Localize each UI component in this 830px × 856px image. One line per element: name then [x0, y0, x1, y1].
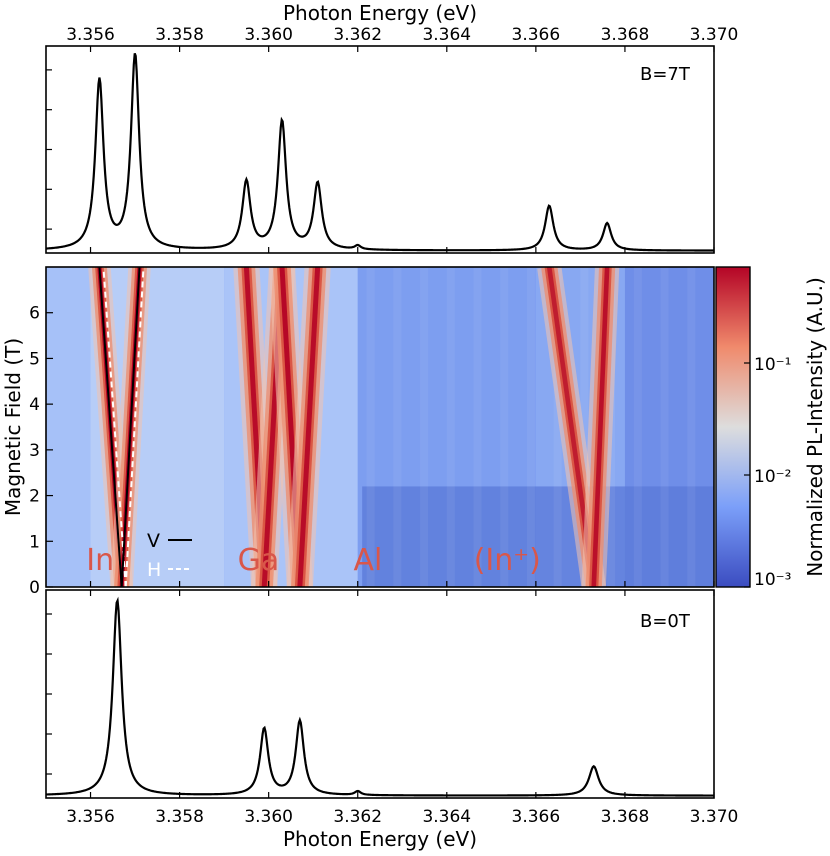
element-label: In	[86, 543, 114, 578]
fit-line-v	[120, 267, 141, 587]
top-axis-title: Photon Energy (eV)	[283, 1, 477, 25]
heatmap-stripe	[420, 267, 429, 587]
bottom-xtick-label: 3.366	[512, 807, 561, 827]
top-xtick-label: 3.362	[333, 25, 382, 45]
bottom-panel-label: B=0T	[640, 611, 691, 632]
bottom-xtick-label: 3.360	[244, 807, 293, 827]
heatmap-stripe	[393, 267, 402, 587]
bottom-axis-title: Photon Energy (eV)	[283, 827, 477, 851]
bottom-xtick-label: 3.368	[601, 807, 650, 827]
heatmap-stripe	[633, 267, 642, 587]
heatmap-stripe	[366, 267, 375, 587]
top-spectrum-line	[45, 52, 714, 252]
heatmap-stripe	[580, 267, 589, 587]
legend-label: V	[147, 530, 160, 552]
zeeman-line-core	[297, 267, 321, 587]
top-xtick-label: 3.358	[155, 25, 204, 45]
colorbar-gradient	[715, 266, 751, 588]
colorbar: 10⁻³ 10⁻² 10⁻¹ Normalized PL-Intensity (A.…	[715, 266, 827, 590]
bottom-spectrum-panel: 3.356 3.358 3.360 3.362 3.364 3.366 3.368 3.370…	[45, 589, 739, 851]
colorbar-tick-label: 10⁻³	[754, 570, 791, 590]
heatmap-ytick-label: 4	[29, 395, 40, 415]
heatmap-ytick-label: 5	[29, 349, 40, 369]
heatmap-stripe	[687, 267, 696, 587]
heatmap-panel: 0 1 2 3 4 5 6 In Ga Al (In⁺) VH Magnetic Field (T…	[1, 266, 715, 598]
element-label: (In⁺)	[474, 543, 541, 578]
heatmap-ytick-label: 6	[29, 304, 40, 324]
heatmap-ytick-label: 3	[29, 441, 40, 461]
fit-line-h	[124, 267, 145, 587]
heatmap-stripe	[660, 267, 669, 587]
zeeman-line-core	[591, 267, 610, 587]
element-label: Al	[353, 543, 382, 578]
heatmap-stripe	[526, 267, 535, 587]
top-xtick-label: 3.366	[512, 25, 561, 45]
heatmap-stripe	[446, 267, 455, 587]
bottom-xtick-label: 3.364	[422, 807, 471, 827]
legend-label: H	[147, 559, 161, 581]
top-xtick-label: 3.356	[66, 25, 115, 45]
heatmap-ytick-label: 0	[29, 578, 40, 598]
bottom-xtick-label: 3.358	[155, 807, 204, 827]
colorbar-tick-label: 10⁻¹	[754, 355, 791, 375]
heatmap-frame	[45, 266, 715, 588]
colorbar-label: Normalized PL-Intensity (A.U.)	[803, 277, 827, 577]
fit-line-v	[98, 267, 123, 587]
heatmap-ytick-label: 1	[29, 532, 40, 552]
bottom-xtick-label: 3.362	[333, 807, 382, 827]
heatmap-stripe	[500, 267, 509, 587]
bottom-spectrum-line	[45, 596, 714, 797]
heatmap-stripe	[553, 267, 562, 587]
top-xtick-label: 3.364	[422, 25, 471, 45]
bottom-xtick-label: 3.370	[690, 807, 739, 827]
heatmap-ylabel: Magnetic Field (T)	[1, 338, 25, 516]
heatmap-lowfield-region	[362, 486, 714, 587]
heatmap-stripe	[473, 267, 482, 587]
top-plot-frame	[45, 45, 715, 254]
top-xtick-label: 3.368	[601, 25, 650, 45]
colorbar-tick-label: 10⁻²	[754, 467, 791, 487]
top-panel-label: B=7T	[640, 64, 691, 85]
heatmap-band	[46, 267, 91, 587]
heatmap-ytick-label: 2	[29, 487, 40, 507]
top-spectrum-panel: 3.356 3.358 3.360 3.362 3.364 3.366 3.368 3.370…	[45, 1, 739, 254]
top-xtick-label: 3.360	[244, 25, 293, 45]
fit-line-h	[102, 267, 127, 587]
element-label: Ga	[238, 543, 280, 578]
bottom-xtick-label: 3.356	[66, 807, 115, 827]
bottom-plot-frame	[45, 589, 715, 799]
top-xtick-label: 3.370	[690, 25, 739, 45]
